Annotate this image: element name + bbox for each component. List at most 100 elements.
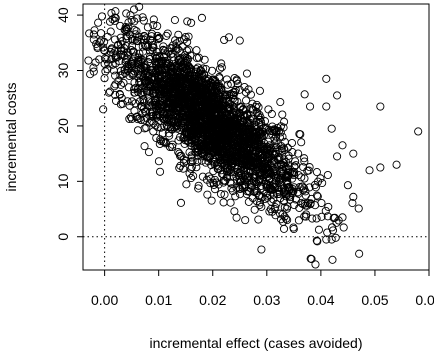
scatter-point (355, 249, 364, 258)
x-tick-label: 0.06 (415, 292, 434, 308)
scatter-point (232, 75, 241, 84)
scatter-point (216, 189, 226, 199)
scatter-point (321, 206, 330, 215)
scatter-point (150, 92, 159, 101)
scatter-point (227, 117, 236, 126)
scatter-point (89, 63, 98, 72)
scatter-point (174, 117, 183, 127)
scatter-point (184, 55, 193, 64)
scatter-point (288, 148, 297, 157)
scatter-point (278, 217, 288, 226)
scatter-point (303, 198, 312, 208)
scatter-point (304, 166, 313, 175)
scatter-point (272, 137, 281, 146)
scatter-point (260, 165, 269, 174)
scatter-point (170, 16, 179, 25)
scatter-point (191, 96, 200, 105)
y-tick-label: 10 (55, 173, 71, 189)
scatter-point (163, 29, 172, 38)
scatter-point (223, 164, 233, 173)
scatter-point (193, 157, 202, 166)
scatter-point (224, 33, 234, 42)
scatter-point (181, 32, 190, 42)
scatter-point (202, 175, 211, 184)
x-axis: 0.00 0.01 0.02 0.03 0.04 0.05 0.06 (91, 270, 434, 308)
scatter-point (270, 205, 279, 214)
scatter-point (280, 117, 289, 126)
scatter-point (234, 138, 243, 147)
scatter-point (179, 74, 188, 83)
scatter-point (139, 87, 148, 97)
scatter-point (183, 37, 192, 47)
scatter-point (130, 5, 139, 14)
scatter-point (250, 205, 259, 214)
scatter-point (130, 88, 139, 97)
scatter-point (256, 184, 265, 193)
scatter-point (227, 79, 236, 88)
scatter-point (268, 130, 277, 139)
scatter-point (186, 94, 195, 103)
scatter-point (183, 17, 192, 26)
scatter-point (93, 43, 102, 53)
scatter-point (255, 110, 264, 120)
scatter-point (322, 235, 331, 244)
scatter-point (210, 88, 219, 97)
scatter-point (289, 224, 298, 234)
scatter-point (169, 94, 179, 103)
scatter-point (124, 83, 133, 92)
scatter-point (268, 185, 277, 194)
scatter-point (130, 106, 139, 115)
y-tick-label: 40 (55, 7, 71, 23)
scatter-point (211, 126, 220, 135)
scatter-point (185, 81, 194, 90)
scatter-point (349, 192, 358, 201)
scatter-point (198, 128, 208, 137)
scatter-point (126, 11, 135, 20)
scatter-point (133, 57, 142, 66)
scatter-point (182, 180, 191, 189)
scatter-point (121, 22, 130, 32)
scatter-point (127, 114, 137, 123)
scatter-point (176, 198, 186, 207)
scatter-point (251, 160, 260, 169)
scatter-point (133, 126, 142, 135)
scatter-point (327, 235, 336, 244)
scatter-point (198, 172, 207, 181)
scatter-point (116, 80, 125, 89)
scatter-point (141, 42, 150, 51)
scatter-point (119, 78, 128, 87)
scatter-point (323, 212, 332, 221)
scatter-point (258, 176, 267, 185)
scatter-point (191, 77, 200, 86)
scatter-point (176, 54, 185, 63)
scatter-point (136, 64, 145, 73)
scatter-point (167, 125, 177, 134)
scatter-point (201, 158, 210, 167)
scatter-point (307, 254, 316, 264)
scatter-point (312, 236, 321, 245)
scatter-point (156, 136, 166, 146)
scatter-point (215, 124, 224, 133)
scatter-point (316, 174, 325, 183)
scatter-point (237, 170, 246, 179)
scatter-point (220, 190, 229, 199)
scatter-point (272, 199, 281, 208)
scatter-point (230, 96, 239, 105)
scatter-point (223, 145, 232, 154)
scatter-point (255, 86, 264, 95)
scatter-point (200, 55, 209, 64)
scatter-point (188, 109, 197, 118)
scatter-point (339, 223, 348, 232)
scatter-point (328, 255, 337, 264)
scatter-point (279, 166, 288, 176)
scatter-point (227, 140, 236, 149)
scatter-point (354, 204, 363, 213)
plot-frame (82, 3, 430, 271)
scatter-point (268, 207, 277, 216)
scatter-point (317, 198, 326, 208)
scatter-point (178, 42, 187, 51)
scatter-point (206, 136, 215, 146)
scatter-point (209, 139, 218, 148)
scatter-point (254, 112, 263, 121)
scatter-point (216, 156, 225, 165)
